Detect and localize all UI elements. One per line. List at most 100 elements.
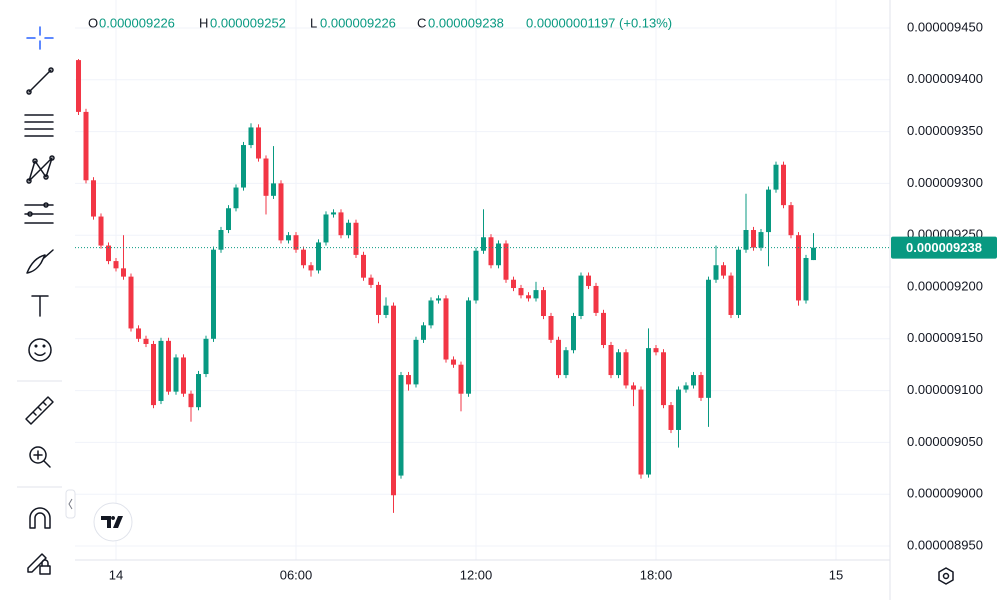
candle-body	[353, 222, 359, 255]
candle-body	[638, 389, 644, 475]
candle-body	[166, 340, 172, 392]
candle-body	[721, 265, 727, 276]
candle-body	[661, 352, 667, 406]
candle-body	[368, 277, 374, 285]
candle-body	[713, 265, 719, 280]
collapse-arrow	[68, 498, 73, 510]
candle-body	[271, 183, 277, 196]
candle-body	[136, 328, 142, 339]
candle-body	[286, 235, 292, 241]
candle-body	[796, 235, 802, 301]
x-tick-label: 12:00	[460, 567, 493, 582]
candle-body	[481, 237, 487, 251]
candle-body	[406, 375, 412, 385]
candle-body	[98, 216, 104, 246]
candle-body	[301, 249, 307, 266]
legend-label: L	[310, 15, 317, 30]
candle-body	[293, 235, 299, 250]
legend-value: 0.000009238	[428, 15, 504, 30]
trend-line-tool[interactable]	[26, 67, 54, 95]
candle-body	[323, 214, 329, 243]
legend-value: 0.000009252	[210, 15, 286, 30]
horizontal-lines-tool[interactable]	[24, 114, 54, 137]
x-tick-label: 14	[109, 567, 123, 582]
candle-body	[181, 357, 187, 394]
candle-body	[233, 187, 239, 209]
y-tick-label: 0.000009050	[907, 434, 983, 449]
candle-body	[376, 284, 382, 315]
candle-body	[451, 359, 457, 365]
candle-body	[218, 230, 224, 250]
candle-body	[173, 357, 179, 392]
text-tool[interactable]	[31, 295, 49, 317]
candle-body	[518, 288, 524, 296]
candle-body	[256, 127, 262, 159]
candle-body	[728, 275, 734, 315]
zoom-tool[interactable]	[29, 446, 51, 468]
ruler-tool[interactable]	[25, 396, 54, 425]
candle-body	[533, 290, 539, 299]
y-tick-label: 0.000009150	[907, 330, 983, 345]
candle-body	[421, 325, 427, 340]
candle-body	[466, 300, 472, 394]
candle-body	[391, 305, 397, 496]
candle-body	[631, 385, 637, 390]
x-tick-label: 18:00	[640, 567, 673, 582]
candle-body	[436, 298, 442, 301]
candle-body	[263, 158, 269, 196]
legend-value: 0.000009226	[99, 15, 175, 30]
candle-body	[758, 232, 764, 248]
legend-change: 0.00000001197 (+0.13%)	[526, 15, 672, 30]
candle-body	[106, 245, 112, 262]
candle-body	[503, 243, 509, 280]
crosshair-tool[interactable]	[26, 26, 54, 50]
y-tick-label: 0.000009000	[907, 486, 983, 501]
y-tick-label: 0.000009400	[907, 71, 983, 86]
candle-body	[128, 276, 134, 329]
candle-body	[653, 348, 659, 353]
x-tick-label: 15	[829, 567, 843, 582]
x-tick-label: 06:00	[280, 567, 313, 582]
magnet-tool[interactable]	[29, 507, 51, 529]
y-tick-label: 0.000009300	[907, 175, 983, 190]
candle-body	[668, 405, 674, 430]
candle-body	[563, 350, 569, 376]
y-tick-label: 0.000009450	[907, 19, 983, 34]
candle-body	[383, 305, 389, 315]
candle-body	[706, 279, 712, 398]
y-tick-label: 0.000009100	[907, 382, 983, 397]
emoji-tool[interactable]	[28, 338, 52, 362]
brush-tool[interactable]	[26, 249, 54, 274]
y-tick-label: 0.000009350	[907, 123, 983, 138]
candle-body	[308, 265, 314, 271]
logo	[93, 502, 133, 542]
pattern-tool[interactable]	[26, 155, 55, 184]
legend-label: C	[417, 15, 426, 30]
legend-label: O	[88, 15, 98, 30]
candle-body	[571, 316, 577, 351]
candle-body	[496, 243, 502, 266]
candle-body	[331, 212, 337, 215]
candle-body	[616, 352, 622, 376]
fib-tool[interactable]	[24, 202, 54, 224]
candle-body	[143, 338, 149, 344]
y-tick-label: 0.000009200	[907, 278, 983, 293]
candle-body	[346, 222, 352, 236]
candle-body	[743, 230, 749, 250]
collapse-handle[interactable]	[65, 489, 76, 519]
candle-body	[398, 375, 404, 476]
candle-body	[788, 205, 794, 236]
candle-body	[811, 247, 817, 261]
candle-body	[428, 300, 434, 326]
candles	[76, 59, 817, 513]
candle-body	[316, 242, 322, 271]
candle-body	[773, 164, 779, 190]
lock-draw-tool[interactable]	[27, 553, 51, 575]
candle-body	[623, 352, 629, 386]
candle-body	[113, 261, 119, 269]
toolbar	[17, 26, 76, 575]
candle-body	[83, 111, 89, 181]
candle-body	[691, 375, 697, 386]
settings-button[interactable]	[938, 567, 954, 585]
